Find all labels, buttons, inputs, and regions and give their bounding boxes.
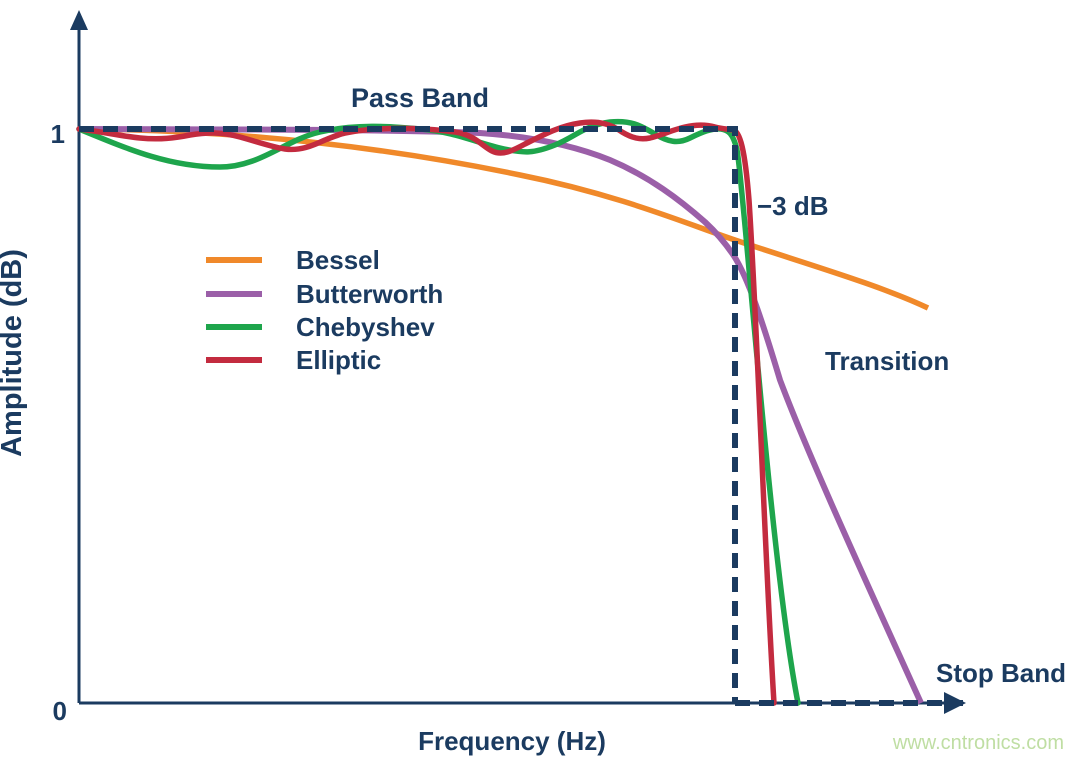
svg-text:Chebyshev: Chebyshev [296,312,435,342]
svg-text:Amplitude (dB): Amplitude (dB) [0,249,28,457]
svg-text:Bessel: Bessel [296,245,380,275]
svg-text:Butterworth: Butterworth [296,279,443,309]
svg-text:1: 1 [51,119,65,149]
svg-text:www.cntronics.com: www.cntronics.com [892,732,1064,754]
svg-text:Pass Band: Pass Band [351,83,489,113]
svg-text:Frequency (Hz): Frequency (Hz) [418,726,606,756]
svg-text:Elliptic: Elliptic [296,345,381,375]
svg-text:0: 0 [53,696,67,726]
svg-text:Transition: Transition [825,346,949,376]
svg-text:−3 dB: −3 dB [757,191,829,221]
svg-text:Stop Band: Stop Band [936,658,1066,688]
